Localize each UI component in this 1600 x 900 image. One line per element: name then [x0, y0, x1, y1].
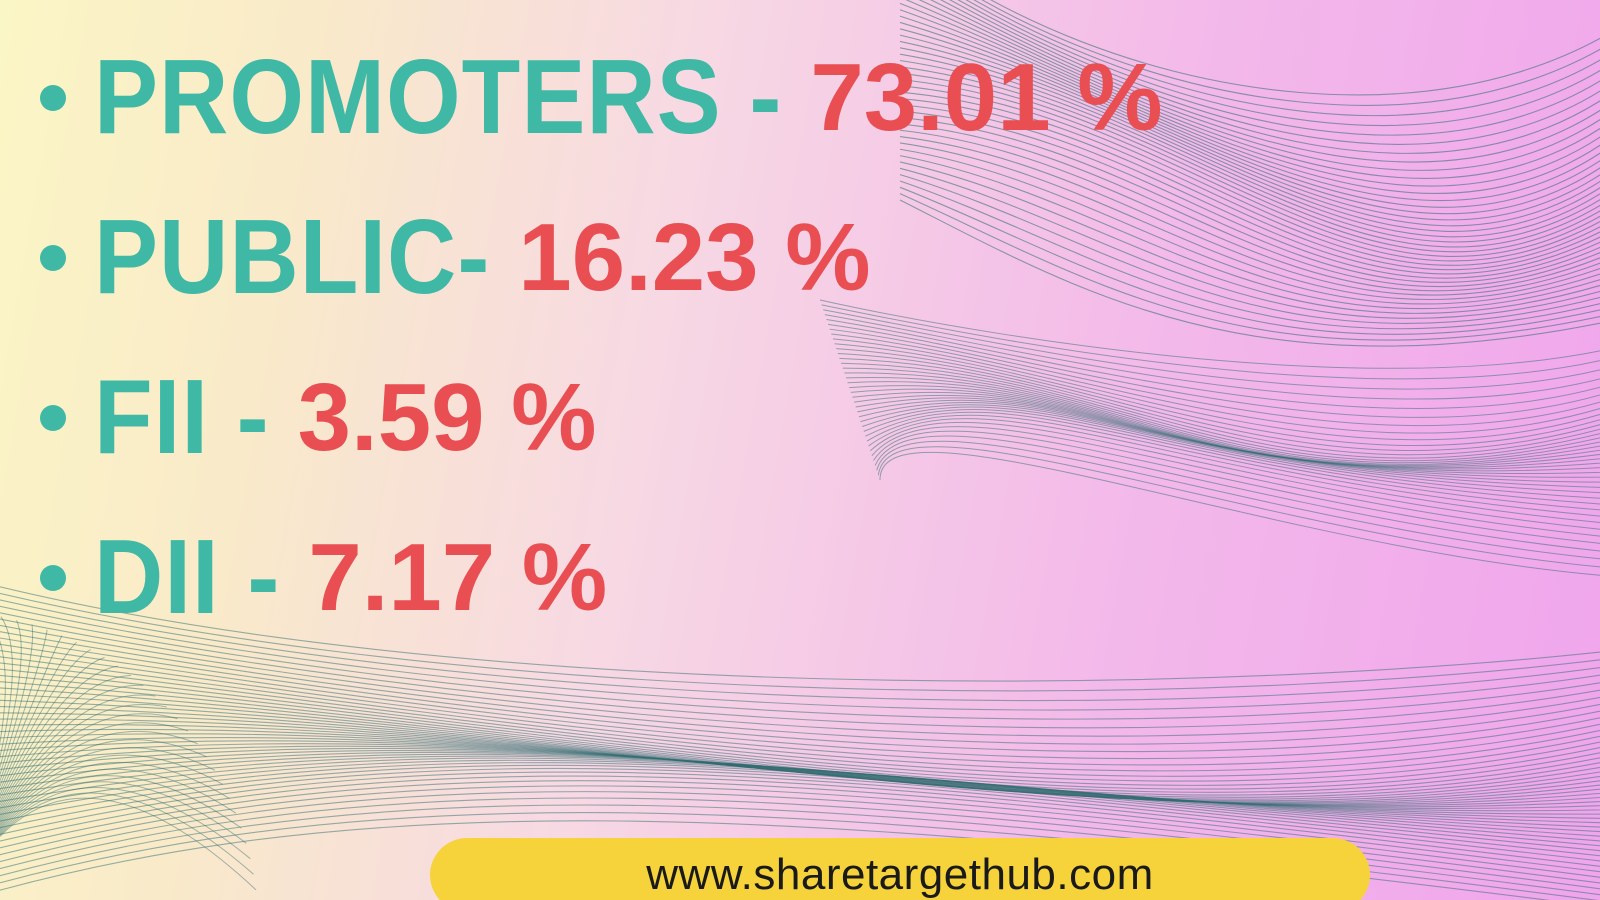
list-item: PROMOTERS - 73.01 %	[40, 50, 1560, 146]
list-item: FII - 3.59 %	[40, 370, 1560, 466]
item-label-promoters: PROMOTERS -	[94, 45, 782, 151]
item-value-public: 16.23 %	[518, 210, 870, 306]
bullet-icon	[40, 405, 66, 431]
item-label-public: PUBLIC-	[94, 205, 490, 311]
footer-url-pill: www.sharetargethub.com	[430, 838, 1370, 900]
bullet-icon	[40, 245, 66, 271]
list-item: PUBLIC- 16.23 %	[40, 210, 1560, 306]
bullet-icon	[40, 565, 66, 591]
bullet-icon	[40, 85, 66, 111]
item-value-dii: 7.17 %	[308, 530, 607, 626]
footer-url-text: www.sharetargethub.com	[646, 850, 1153, 900]
item-value-promoters: 73.01 %	[810, 50, 1162, 146]
item-value-fii: 3.59 %	[298, 370, 597, 466]
content-area: PROMOTERS - 73.01 % PUBLIC- 16.23 % FII …	[0, 0, 1600, 900]
item-label-fii: FII -	[94, 365, 270, 471]
list-item: DII - 7.17 %	[40, 530, 1560, 626]
item-label-dii: DII -	[94, 525, 280, 631]
